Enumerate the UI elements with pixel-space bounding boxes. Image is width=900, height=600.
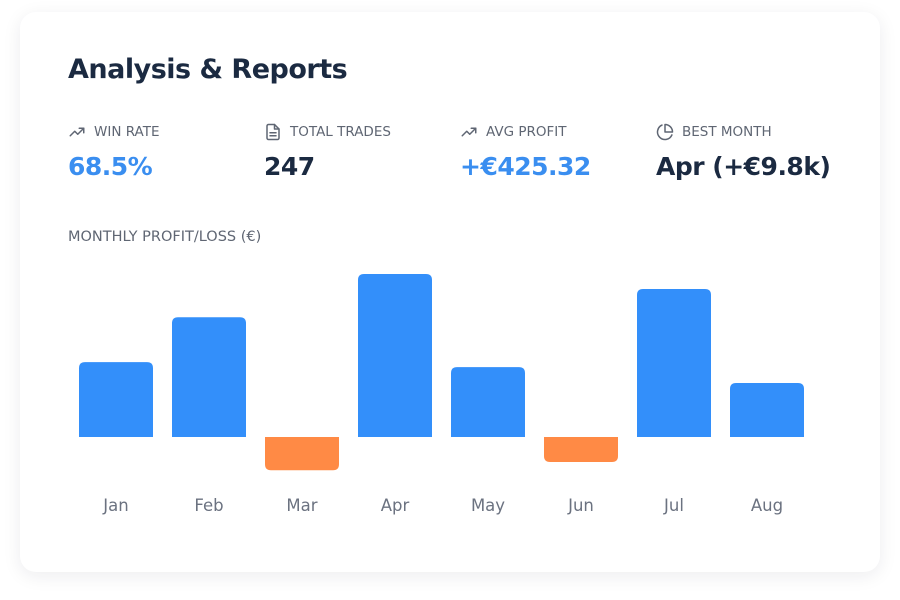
stat-best-month: BEST MONTH Apr (+€9.8k): [656, 122, 831, 181]
x-tick-label: May: [471, 496, 505, 515]
stat-value: 68.5%: [68, 152, 153, 181]
x-tick-label: Apr: [381, 496, 410, 515]
x-tick-label: Mar: [286, 496, 317, 515]
x-tick-label: Feb: [194, 496, 223, 515]
bar-mar: [265, 437, 339, 471]
bar-aug: [730, 382, 804, 437]
bar-jan: [79, 362, 153, 437]
stat-win-rate: WIN RATE 68.5%: [68, 122, 160, 181]
stat-value: 247: [264, 152, 315, 181]
x-tick-label: Aug: [751, 496, 783, 515]
chart-title: MONTHLY PROFIT/LOSS (€): [68, 229, 262, 245]
stat-value: +€425.32: [460, 152, 591, 181]
bar-jun: [544, 437, 618, 462]
x-tick-label: Jun: [567, 496, 594, 515]
bar-jul: [637, 288, 711, 437]
page-title: Analysis & Reports: [68, 54, 348, 85]
bar-feb: [172, 317, 246, 437]
stat-value: Apr (+€9.8k): [656, 152, 831, 181]
trending-up-icon: [69, 127, 85, 137]
analysis-card: [20, 12, 880, 572]
stat-avg-profit: AVG PROFIT +€425.32: [460, 122, 591, 181]
stat-total-trades: TOTAL TRADES 247: [264, 122, 391, 181]
document-icon: [266, 123, 280, 141]
trending-up-icon: [461, 127, 477, 137]
stat-label: BEST MONTH: [682, 124, 772, 140]
bar-apr: [358, 274, 432, 437]
pie-chart-icon: [656, 123, 674, 141]
stat-label: AVG PROFIT: [486, 124, 567, 140]
stat-label: TOTAL TRADES: [290, 124, 391, 140]
stat-label: WIN RATE: [94, 124, 160, 140]
x-tick-label: Jul: [663, 496, 684, 515]
x-tick-label: Jan: [102, 496, 128, 515]
bar-may: [451, 367, 525, 437]
